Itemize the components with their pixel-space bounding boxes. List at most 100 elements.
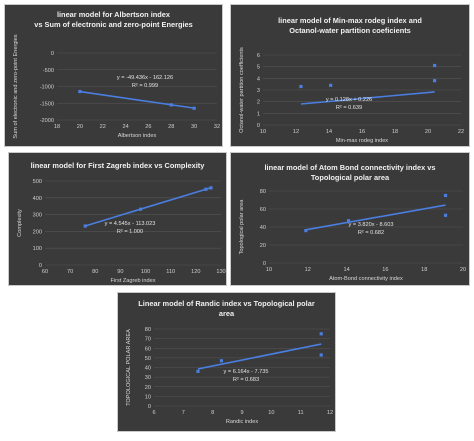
data-point [83, 224, 87, 228]
x-axis-label: Atom-Bond connectivity index [329, 276, 403, 282]
y-tick-label: 60 [145, 346, 151, 352]
y-tick-label: 50 [145, 356, 151, 362]
data-point [433, 63, 437, 68]
y-tick-label: -500 [43, 68, 54, 74]
y-tick-label: 6 [257, 53, 260, 59]
x-tick-label: 60 [42, 269, 48, 275]
y-tick-label: 80 [260, 189, 266, 195]
y-tick-label: 60 [260, 207, 266, 213]
x-tick-label: 18 [54, 124, 60, 130]
x-tick-label: 120 [191, 269, 200, 275]
r-squared-label: R² = 0.682 [358, 230, 384, 236]
x-tick-label: 32 [214, 124, 220, 130]
x-tick-label: 10 [266, 267, 272, 273]
trendline [305, 204, 446, 231]
y-tick-label: 40 [145, 366, 151, 372]
chart-panel-first-zagreb: linear model for First Zagreb index vs C… [8, 152, 227, 286]
x-tick-label: 20 [425, 129, 431, 135]
data-point [196, 369, 200, 373]
data-point [443, 213, 448, 217]
chart-title: linear model of Atom Bond connectivity i… [264, 163, 436, 182]
data-point [346, 219, 351, 223]
y-tick-label: 0 [51, 51, 54, 57]
data-point [169, 103, 173, 107]
trendline-equation: y = -49.436x - 162.126 [117, 75, 173, 81]
x-tick-label: 80 [92, 269, 98, 275]
y-tick-label: 5 [257, 65, 260, 71]
y-tick-label: 0 [39, 263, 42, 269]
y-tick-label: 200 [33, 229, 42, 235]
x-tick-label: 24 [122, 124, 128, 130]
x-tick-label: 10 [260, 129, 266, 135]
y-tick-label: 40 [260, 225, 266, 231]
trendline [300, 91, 435, 105]
y-tick-label: 0 [263, 261, 266, 267]
data-point [78, 89, 82, 94]
x-axis-label: Randic index [226, 419, 259, 425]
y-tick-label: 80 [145, 327, 151, 333]
y-tick-label: 4 [257, 76, 260, 82]
trendline [84, 187, 212, 227]
y-tick-label: -2000 [40, 118, 54, 124]
chart-svg: 0 10 20 30 40 50 60 70 80 6 7 8 9 10 11 12 Randic index T… [126, 327, 333, 425]
trendline-equation: y = 6.164x - 7.735 [224, 369, 269, 375]
y-tick-label: 500 [33, 179, 42, 185]
trendline [197, 343, 322, 370]
chart-svg: 0 20 40 60 80 10 12 14 16 18 20 Atom-Bond connectiv… [239, 189, 466, 282]
x-tick-label: 20 [460, 267, 466, 273]
data-point [219, 359, 224, 363]
x-tick-label: 70 [67, 269, 73, 275]
chart-panel-atom-bond: linear model of Atom Bond connectivity i… [230, 152, 470, 286]
x-axis-label: Min-max rodeg index [336, 138, 388, 144]
x-tick-label: 12 [293, 129, 299, 135]
chart-panel-albertson: linear model for Albertson index vs Sum … [4, 4, 223, 147]
data-point [304, 229, 308, 233]
x-tick-label: 8 [211, 410, 214, 416]
chart-title: linear model for Albertson index vs Sum … [34, 10, 193, 29]
x-tick-label: 18 [392, 129, 398, 135]
x-axis-label: Albertson index [118, 133, 157, 139]
data-point [433, 79, 437, 83]
y-tick-label: 300 [33, 213, 42, 219]
y-tick-label: 70 [145, 337, 151, 343]
x-tick-label: 12 [305, 267, 311, 273]
chart-title: linear model of Min-max rodeg index and … [278, 16, 422, 35]
x-tick-label: 12 [327, 410, 333, 416]
data-point [138, 207, 143, 211]
data-point [329, 83, 333, 87]
y-tick-label: 10 [145, 394, 151, 400]
r-squared-label: R² = 0.639 [336, 105, 362, 111]
x-tick-label: 18 [421, 267, 427, 273]
x-tick-label: 10 [268, 410, 274, 416]
x-tick-label: 130 [216, 269, 225, 275]
data-point [209, 186, 213, 190]
chart-panel-minmax-rodeg: linear model of Min-max rodeg index and … [230, 4, 470, 147]
y-tick-label: 0 [148, 404, 151, 410]
x-tick-label: 110 [166, 269, 175, 275]
x-tick-label: 14 [326, 129, 332, 135]
trendline [79, 90, 195, 109]
y-tick-label: 2 [257, 100, 260, 106]
y-tick-label: 20 [260, 243, 266, 249]
trendline-equation: y = 0.128x + 0.226 [326, 97, 372, 103]
y-axis-label: Topological polar area [239, 199, 245, 255]
x-tick-label: 20 [77, 124, 83, 130]
y-tick-label: -1000 [40, 85, 54, 91]
x-axis-label: First Zagreb index [110, 278, 155, 284]
trendline-equation: y = 4.545x - 113.023 [105, 221, 156, 227]
x-tick-label: 11 [298, 410, 304, 416]
y-axis-label: Sum of electronic and zero-point Energie… [13, 34, 19, 138]
y-tick-label: 0 [257, 123, 260, 129]
x-tick-label: 16 [359, 129, 365, 135]
y-tick-label: 1 [257, 111, 260, 117]
chart-panel-randic: Linear model of Randic index vs Topologi… [117, 292, 336, 432]
chart-svg: 0 100 200 300 400 500 60 70 80 90 100 110 120 130 Firs… [17, 179, 226, 284]
data-point [299, 84, 303, 89]
x-tick-label: 22 [100, 124, 106, 130]
x-tick-label: 26 [145, 124, 151, 130]
data-point [319, 353, 323, 357]
x-tick-label: 14 [343, 267, 349, 273]
x-tick-label: 90 [117, 269, 123, 275]
chart-title: Linear model of Randic index vs Topologi… [138, 299, 315, 318]
